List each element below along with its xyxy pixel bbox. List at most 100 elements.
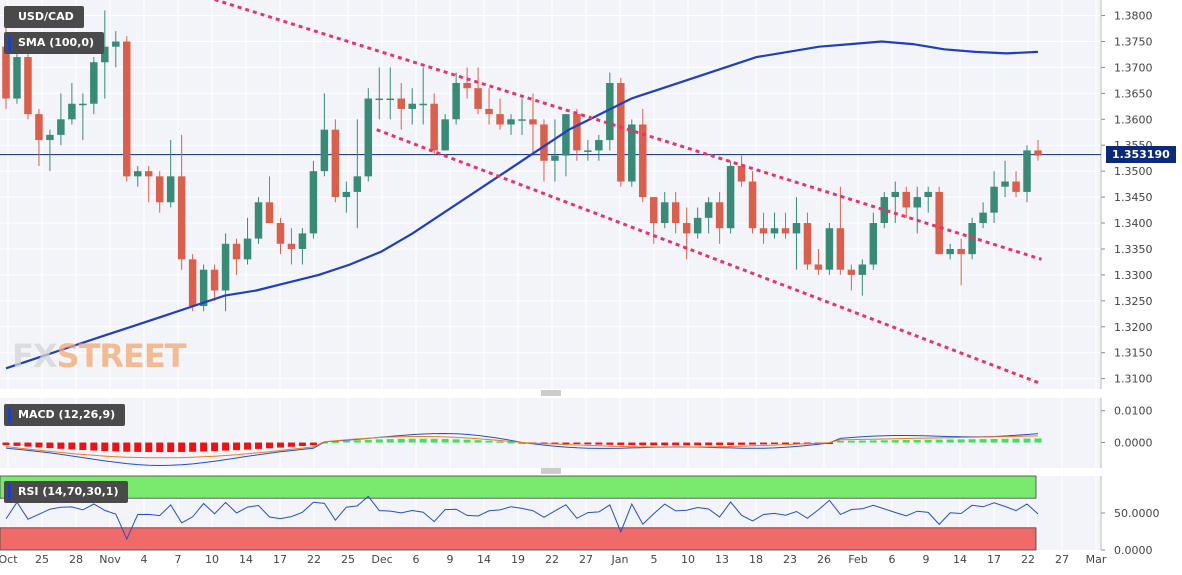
date-axis-tick: 25 — [341, 553, 355, 566]
macd-bar-positive — [419, 438, 427, 443]
candle-up — [507, 119, 515, 125]
trendline — [376, 128, 1043, 386]
date-axis-tick: 28 — [69, 553, 83, 566]
macd-bar-negative — [694, 442, 702, 446]
macd-bar-negative — [584, 442, 592, 445]
macd-bar-negative — [68, 442, 76, 450]
macd-bar-positive — [430, 438, 438, 443]
date-axis-tick: 10 — [681, 553, 695, 566]
candle-down — [232, 243, 241, 260]
macd-bar-negative — [727, 442, 735, 445]
macd-bar-negative — [79, 442, 87, 451]
rsi-axis-tick: 50.0000 — [1114, 507, 1160, 520]
candle-down — [649, 197, 658, 224]
macd-pane — [0, 398, 1101, 468]
candle-down — [155, 176, 164, 203]
macd-bar-negative — [309, 442, 317, 446]
candle-up — [298, 233, 307, 249]
date-axis-tick: 17 — [273, 553, 287, 566]
candle-up — [858, 264, 867, 275]
macd-signal-line — [5, 435, 1039, 459]
sma-label[interactable]: SMA (100,0) — [4, 32, 105, 54]
candle-up — [320, 129, 329, 172]
price-axis-tick: 1.3200 — [1114, 321, 1153, 334]
macd-bar-positive — [496, 441, 504, 443]
date-axis-tick: 6 — [889, 553, 896, 566]
candle-up — [408, 103, 416, 109]
symbol-text: USD/CAD — [18, 10, 74, 23]
candle-up — [825, 228, 834, 270]
macd-bar-negative — [46, 442, 54, 449]
macd-bar-positive — [935, 439, 943, 443]
macd-bar-positive — [507, 441, 515, 444]
candle-down — [430, 103, 438, 151]
pane-separator — [0, 468, 1182, 474]
date-axis-tick: 18 — [749, 553, 763, 566]
symbol-label[interactable]: USD/CAD — [4, 6, 84, 28]
candle-up — [342, 191, 351, 198]
macd-bar-negative — [683, 442, 691, 446]
macd-bar-negative — [200, 442, 208, 452]
macd-bar-positive — [946, 439, 954, 443]
candle-up — [869, 223, 878, 265]
macd-axis-tick: 0.0000 — [1114, 437, 1153, 450]
macd-bar-positive — [1034, 438, 1042, 443]
macd-color-swatch — [8, 407, 11, 423]
date-axis-tick: Dec — [371, 553, 392, 566]
rsi-overbought-zone — [0, 475, 1037, 499]
candle-up — [891, 191, 900, 198]
macd-bar-positive — [891, 440, 899, 443]
date-axis-tick: Feb — [848, 553, 867, 566]
candle-down — [1034, 150, 1042, 156]
date-axis-tick: 22 — [307, 553, 321, 566]
candle-down — [2, 46, 10, 99]
date-axis-tick: 14 — [953, 553, 967, 566]
macd-bar-negative — [265, 442, 273, 449]
candle-up — [704, 202, 713, 218]
rsi-label[interactable]: RSI (14,70,30,1) — [4, 481, 129, 503]
macd-bar-positive — [452, 439, 460, 443]
candle-up — [990, 186, 998, 213]
macd-bar-positive — [924, 439, 932, 443]
candle-up — [199, 269, 208, 307]
macd-bar-negative — [90, 442, 98, 451]
candle-up — [1023, 150, 1031, 192]
candle-up — [979, 212, 987, 224]
price-axis-tick: 1.3100 — [1114, 373, 1153, 386]
candle-up — [628, 124, 636, 182]
date-axis-tick: 7 — [175, 553, 182, 566]
macd-label[interactable]: MACD (12,26,9) — [4, 404, 126, 426]
candle-down — [144, 171, 153, 177]
macd-bar-negative — [244, 442, 252, 450]
macd-bar-negative — [222, 442, 230, 451]
date-axis-tick: 9 — [447, 553, 454, 566]
candle-down — [902, 191, 911, 208]
candle-down — [803, 223, 812, 265]
candle-down — [540, 124, 548, 161]
macd-bar-negative — [573, 442, 581, 445]
macd-bar-positive — [342, 440, 350, 443]
price-axis-tick: 1.3400 — [1114, 217, 1153, 230]
date-axis-tick: Nov — [99, 553, 121, 566]
candle-up — [606, 82, 614, 141]
macd-bar-negative — [760, 442, 768, 445]
date-axis-tick: 23 — [783, 553, 797, 566]
candle-down — [748, 181, 757, 229]
macd-bar-positive — [375, 439, 383, 443]
date-axis-tick: 17 — [987, 553, 1001, 566]
candle-up — [518, 119, 526, 121]
macd-bar-positive — [836, 440, 844, 443]
macd-bar-negative — [189, 442, 197, 452]
macd-bar-negative — [771, 442, 779, 445]
macd-bar-negative — [57, 442, 65, 449]
date-axis-tick: 25 — [35, 553, 49, 566]
macd-bar-positive — [441, 439, 449, 443]
macd-bar-negative — [716, 442, 724, 446]
macd-bar-negative — [13, 442, 21, 446]
candle-up — [79, 103, 87, 106]
candle-up — [243, 238, 252, 260]
price-axis-tick: 1.3650 — [1114, 87, 1153, 100]
macd-bar-negative — [287, 442, 295, 447]
